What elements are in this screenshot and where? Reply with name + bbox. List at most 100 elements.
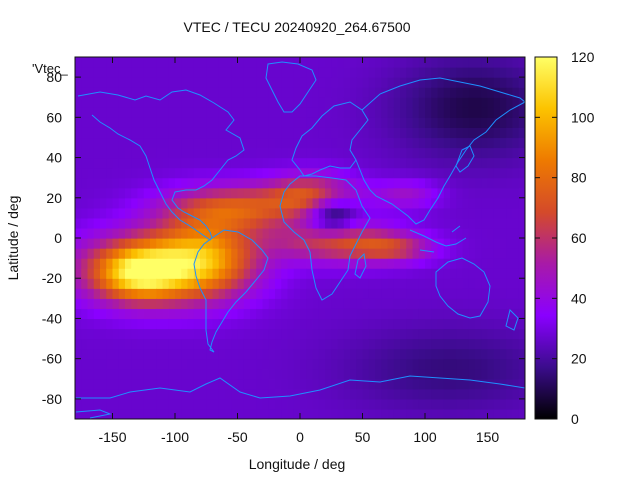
- heatmap-cell: [156, 318, 164, 330]
- heatmap-cell: [156, 157, 164, 169]
- heatmap-cell: [168, 318, 176, 330]
- heatmap-cell: [162, 308, 170, 320]
- heatmap-cell: [518, 368, 525, 380]
- heatmap-cell: [487, 217, 495, 229]
- heatmap-cell: [437, 318, 445, 330]
- heatmap-cell: [506, 368, 514, 380]
- heatmap-cell: [225, 268, 232, 279]
- heatmap-cell: [343, 298, 351, 309]
- heatmap-cell: [406, 378, 414, 390]
- heatmap-cell: [162, 338, 170, 350]
- heatmap-cell: [206, 398, 214, 410]
- heatmap-cell: [156, 167, 164, 179]
- heatmap-cell: [506, 358, 514, 370]
- heatmap-cell: [262, 147, 270, 159]
- heatmap-cell: [350, 227, 357, 239]
- heatmap-cell: [262, 338, 270, 350]
- y-tick-label: 60: [46, 109, 62, 125]
- heatmap-cell: [312, 197, 320, 209]
- heatmap-cell: [437, 57, 445, 68]
- heatmap-cell: [137, 77, 145, 88]
- heatmap-cell: [406, 217, 414, 229]
- heatmap-cell: [437, 268, 445, 279]
- heatmap-cell: [356, 77, 364, 88]
- heatmap-cell: [475, 117, 482, 128]
- heatmap-cell: [362, 127, 370, 139]
- heatmap-cell: [225, 227, 232, 239]
- heatmap-cell: [312, 227, 320, 239]
- coast-europe: [291, 101, 369, 177]
- heatmap-cell: [406, 398, 414, 410]
- heatmap-cell: [143, 298, 151, 309]
- heatmap-cell: [150, 328, 157, 340]
- heatmap-cell: [493, 77, 501, 88]
- heatmap-cell: [443, 328, 451, 340]
- heatmap-cell: [200, 187, 207, 199]
- heatmap-cell: [200, 147, 207, 159]
- heatmap-cell: [162, 97, 170, 108]
- heatmap-cell: [306, 328, 314, 340]
- heatmap-cell: [412, 358, 420, 370]
- heatmap-cell: [181, 348, 189, 360]
- heatmap-cell: [331, 358, 339, 370]
- heatmap-cell: [300, 187, 307, 199]
- heatmap-cell: [368, 248, 376, 259]
- heatmap-cell: [381, 197, 389, 209]
- heatmap-cell: [281, 97, 289, 108]
- heatmap-cell: [256, 157, 264, 169]
- heatmap-cell: [356, 288, 364, 299]
- heatmap-cell: [281, 147, 289, 159]
- heatmap-cell: [331, 107, 339, 118]
- heatmap-cell: [131, 268, 139, 279]
- heatmap-cell: [506, 227, 514, 239]
- heatmap-cell: [93, 167, 101, 179]
- heatmap-cell: [162, 167, 170, 179]
- heatmap-cell: [100, 408, 107, 419]
- heatmap-cell: [256, 368, 264, 380]
- heatmap-cell: [168, 97, 176, 108]
- heatmap-cell: [425, 318, 432, 330]
- heatmap-cell: [237, 288, 245, 299]
- heatmap-cell: [393, 328, 401, 340]
- heatmap-cell: [306, 368, 314, 380]
- heatmap-cell: [137, 207, 145, 219]
- heatmap-cell: [375, 318, 382, 330]
- heatmap-cell: [325, 408, 332, 419]
- heatmap-cell: [125, 408, 132, 419]
- heatmap-cell: [475, 268, 482, 279]
- heatmap-cell: [343, 278, 351, 289]
- heatmap-cell: [237, 408, 245, 419]
- heatmap-cell: [343, 127, 351, 139]
- heatmap-cell: [343, 408, 351, 419]
- heatmap-cell: [400, 187, 407, 199]
- heatmap-cell: [237, 127, 245, 139]
- heatmap-cell: [306, 308, 314, 320]
- heatmap-cell: [218, 398, 226, 410]
- heatmap-cell: [456, 87, 464, 98]
- heatmap-cell: [362, 398, 370, 410]
- heatmap-cell: [93, 147, 101, 159]
- heatmap-cell: [412, 368, 420, 380]
- heatmap-cell: [456, 388, 464, 400]
- heatmap-cell: [331, 117, 339, 128]
- heatmap-cell: [312, 268, 320, 279]
- heatmap-cell: [200, 77, 207, 88]
- heatmap-cell: [125, 338, 132, 350]
- heatmap-cell: [312, 298, 320, 309]
- heatmap-cell: [456, 368, 464, 380]
- heatmap-cell: [75, 258, 82, 269]
- heatmap-cell: [325, 238, 332, 249]
- heatmap-cell: [475, 298, 482, 309]
- heatmap-cell: [143, 57, 151, 68]
- heatmap-cell: [393, 127, 401, 139]
- heatmap-cell: [100, 328, 107, 340]
- heatmap-cell: [156, 248, 164, 259]
- heatmap-cell: [281, 348, 289, 360]
- heatmap-cell: [237, 87, 245, 98]
- heatmap-cell: [125, 288, 132, 299]
- heatmap-cell: [387, 127, 395, 139]
- heatmap-cell: [450, 107, 457, 118]
- heatmap-cell: [337, 348, 345, 360]
- heatmap-cell: [287, 358, 295, 370]
- heatmap-cell: [75, 238, 82, 249]
